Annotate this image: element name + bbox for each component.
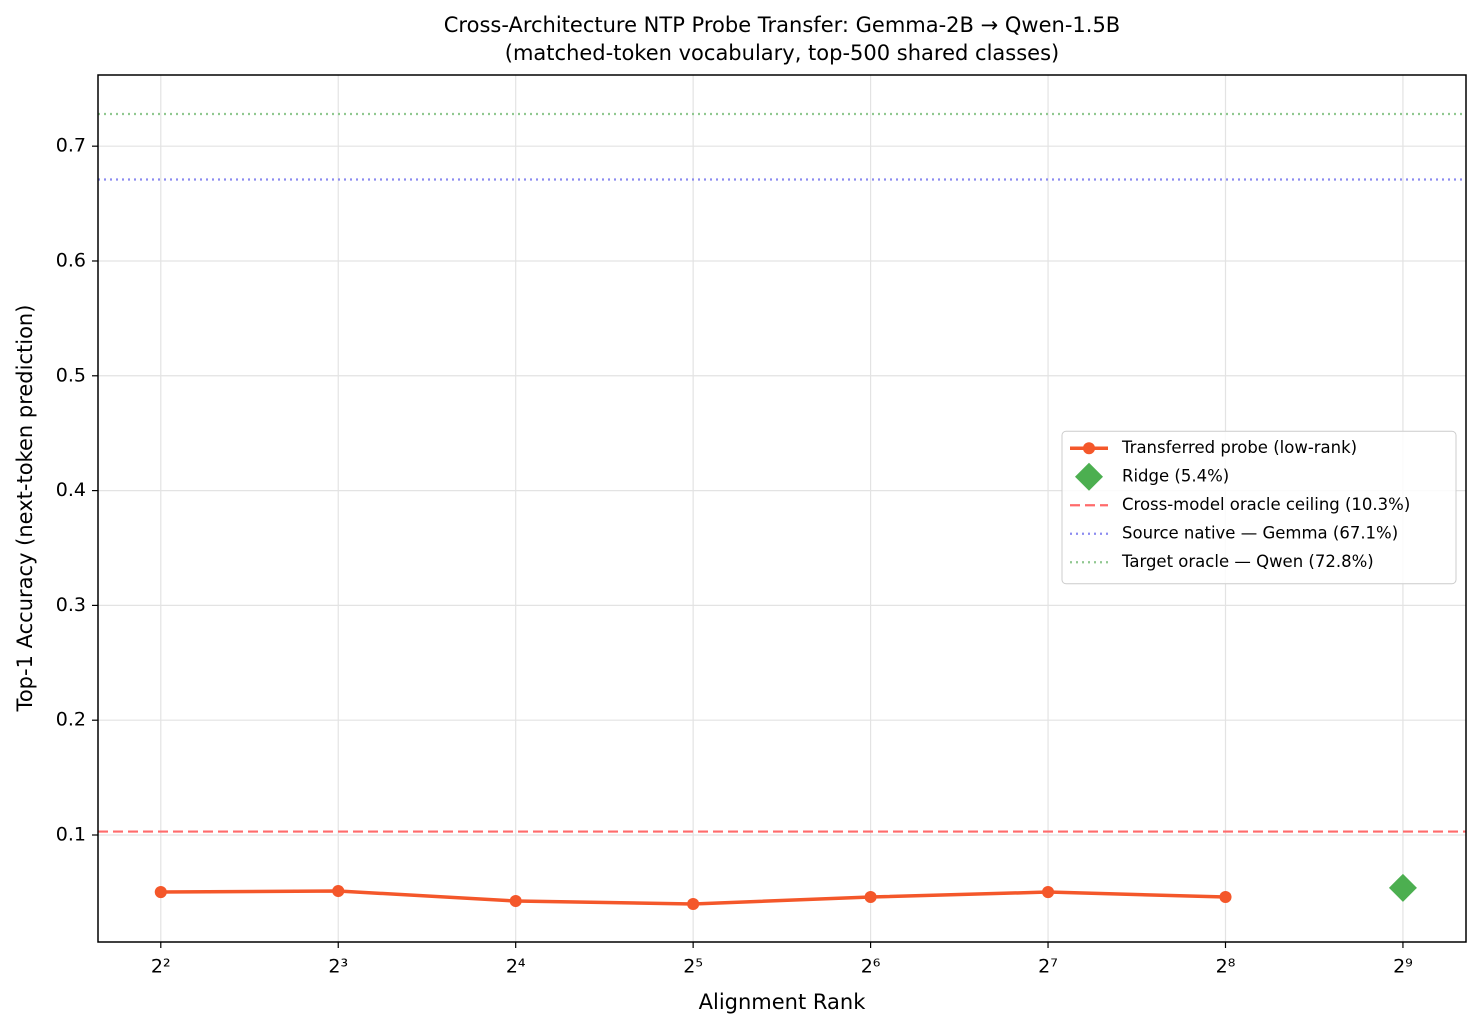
x-tick-label: 2⁸ xyxy=(1216,956,1236,978)
legend-label: Cross-model oracle ceiling (10.3%) xyxy=(1122,495,1410,514)
x-tick-label: 2² xyxy=(151,956,171,978)
marker xyxy=(864,890,877,904)
legend-label: Source native — Gemma (67.1%) xyxy=(1122,523,1398,542)
legend-marker xyxy=(1082,442,1096,455)
marker xyxy=(1388,873,1417,902)
legend-box xyxy=(1061,430,1457,585)
legend: Transferred probe (low-rank) Ridge (5.4%)… xyxy=(1061,430,1457,585)
y-tick-label: 0.6 xyxy=(56,249,86,271)
legend-label: Transferred probe (low-rank) xyxy=(1121,438,1357,457)
y-tick-label: 0.2 xyxy=(56,709,86,731)
y-tick-label: 0.1 xyxy=(56,824,86,846)
y-tick-label: 0.5 xyxy=(56,364,86,386)
x-tick-label: 2⁹ xyxy=(1393,956,1413,978)
legend-marker xyxy=(1075,462,1103,491)
legend-label: Ridge (5.4%) xyxy=(1122,466,1229,485)
chart-title: Cross-Architecture NTP Probe Transfer: G… xyxy=(444,13,1120,37)
y-tick-label: 0.3 xyxy=(56,594,86,616)
y-axis-label: Top-1 Accuracy (next-token prediction) xyxy=(13,305,37,713)
x-tick-label: 2⁷ xyxy=(1038,956,1058,978)
marker xyxy=(509,894,522,908)
y-tick-label: 0.7 xyxy=(56,135,86,157)
marker xyxy=(1219,890,1232,904)
plot-frame xyxy=(97,74,1467,943)
x-axis-label: Alignment Rank xyxy=(699,990,867,1014)
x-tick-label: 2⁴ xyxy=(506,956,526,978)
marker xyxy=(154,886,167,899)
marker xyxy=(1041,886,1055,899)
y-tick-label: 0.4 xyxy=(56,479,86,501)
x-tick-label: 2³ xyxy=(328,956,348,978)
marker xyxy=(332,884,345,898)
chart-subtitle: (matched-token vocabulary, top-500 share… xyxy=(505,41,1059,65)
x-tick-label: 2⁶ xyxy=(861,956,881,978)
legend-label: Target oracle — Qwen (72.8%) xyxy=(1121,552,1374,571)
x-tick-label: 2⁵ xyxy=(683,956,703,978)
marker xyxy=(687,897,700,911)
